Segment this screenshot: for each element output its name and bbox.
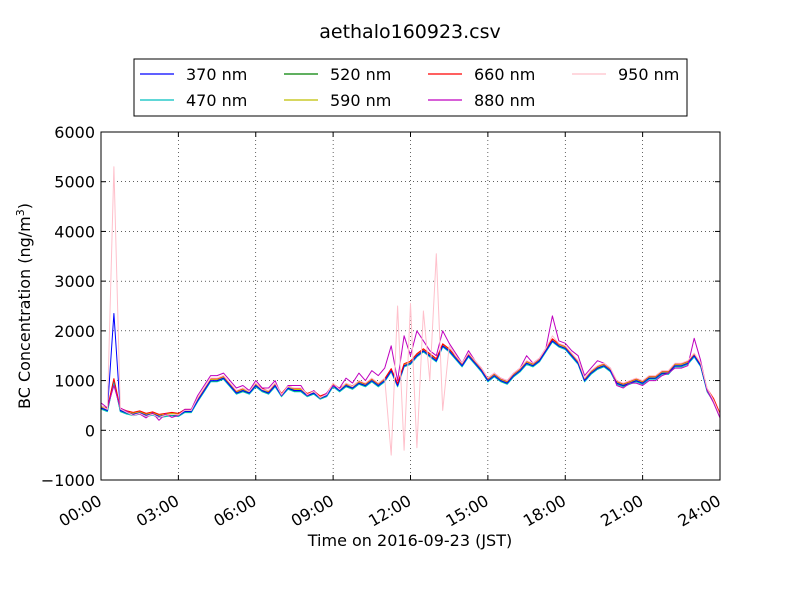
y-tick-label: 0: [85, 421, 95, 440]
legend-box: [133, 58, 688, 117]
y-tick-label: 3000: [54, 272, 95, 291]
legend-label: 520 nm: [330, 65, 391, 84]
legend: 370 nm 470 nm 520 nm 590 nm 660 nm 880 nm 950 …: [133, 58, 688, 117]
series-layer: [100, 166, 721, 456]
chart-title: aethalo160923.csv: [319, 21, 501, 43]
series-line-950-nm: [100, 166, 721, 456]
legend-label: 590 nm: [330, 91, 391, 110]
y-tick-label: 2000: [54, 322, 95, 341]
y-axis-label: BC Concentration (ng/m3): [14, 203, 34, 409]
legend-label: 660 nm: [474, 65, 535, 84]
y-tick-label: −1000: [41, 471, 95, 490]
legend-label: 880 nm: [474, 91, 535, 110]
y-tick-label: 5000: [54, 173, 95, 192]
series-line-370-nm: [100, 313, 721, 417]
y-tick-label: 6000: [54, 123, 95, 142]
y-tick-label: 4000: [54, 222, 95, 241]
y-tick-label: 1000: [54, 372, 95, 391]
legend-label: 950 nm: [618, 65, 679, 84]
series-line-880-nm: [100, 315, 721, 421]
legend-label: 370 nm: [186, 65, 247, 84]
legend-label: 470 nm: [186, 91, 247, 110]
x-axis-label: Time on 2016-09-23 (JST): [307, 531, 512, 550]
